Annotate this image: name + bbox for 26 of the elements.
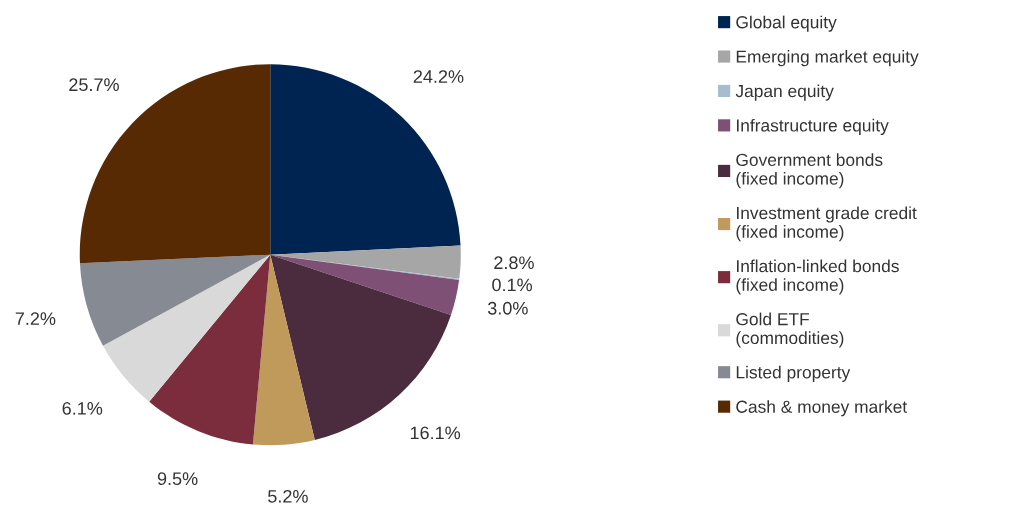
pie-slice xyxy=(149,254,271,445)
data-label: 2.8% xyxy=(494,256,534,270)
legend-label: Cash & money market xyxy=(736,400,908,417)
legend-label: Inflation-linked bonds (fixed income) xyxy=(736,259,899,295)
legend-label: Emerging market equity xyxy=(736,50,919,67)
data-label: 0.1% xyxy=(492,278,532,292)
legend-label: Listed property xyxy=(736,365,851,382)
legend-label: Government bonds (fixed income) xyxy=(736,153,883,189)
pie-slice xyxy=(252,254,315,446)
legend-label: Global equity xyxy=(736,15,837,32)
data-label: 16.1% xyxy=(410,426,461,440)
pie-slice xyxy=(79,254,271,346)
data-label: 3.0% xyxy=(487,301,528,315)
pie-slice xyxy=(102,254,271,402)
data-label: 25.7% xyxy=(69,78,119,92)
data-label: 24.2% xyxy=(413,70,464,83)
data-label: 6.1% xyxy=(62,402,103,415)
legend-label: Infrastructure equity xyxy=(737,118,889,136)
legend-label: Gold ETF (commodities) xyxy=(736,312,844,348)
data-label: 9.5% xyxy=(157,472,198,486)
pie-slice xyxy=(270,245,461,279)
data-label: 7.2% xyxy=(15,312,56,325)
pie-slice xyxy=(270,254,460,316)
legend-label: Japan equity xyxy=(735,84,834,101)
data-label: 5.2% xyxy=(268,489,308,503)
legend-label: Investment grade credit (fixed income) xyxy=(736,206,917,242)
